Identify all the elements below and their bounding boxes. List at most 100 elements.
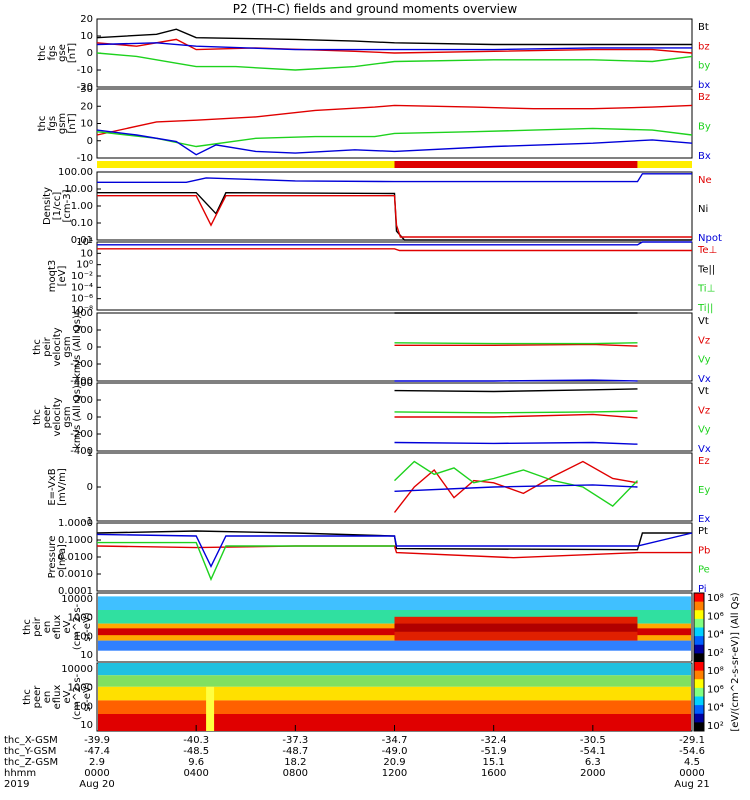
fgs_gsm-ytick: 20: [80, 101, 93, 112]
ephemeris-value: -34.7: [382, 735, 408, 746]
density-ytick: 1.00: [71, 201, 93, 212]
ephemeris-value: -39.9: [84, 735, 110, 746]
moqt3-ytick: 10⁰: [76, 260, 93, 271]
moqt3-legend-1: Te||: [697, 264, 715, 275]
fgs_gsm-ylabel: [nT]: [67, 113, 78, 133]
fgs_gse-ytick: 0: [87, 48, 93, 59]
moqt3-legend-0: Te⊥: [697, 245, 717, 256]
e_vxb-series-ey: [395, 462, 638, 507]
peir_eflux-ytick: 10000: [61, 594, 93, 605]
colorbar-swatch: [694, 714, 704, 723]
fgs_gse-ytick: 20: [80, 14, 93, 25]
pressure-series-pb: [97, 546, 692, 558]
ephemeris-value: 1600: [481, 768, 506, 779]
peer_vel-ytick: 0: [87, 412, 93, 423]
peer_vel-series-vy: [395, 411, 638, 413]
ephemeris-value: 15.1: [483, 757, 505, 768]
colorbar-swatch: [694, 653, 704, 662]
ephemeris-value: -51.9: [481, 746, 507, 757]
e_vxb-frame: [97, 453, 692, 521]
fgs_gse-series-bz: [97, 39, 692, 53]
ephemeris-value: 2.9: [89, 757, 105, 768]
colorbar-swatch: [694, 662, 704, 671]
moqt3-series-te: [97, 249, 692, 251]
e_vxb-legend-1: Ey: [698, 485, 710, 496]
peer_eflux-ylabel: sr-eV): [82, 682, 93, 711]
density-ytick: 100.00: [58, 167, 93, 178]
moqt3-ytick: 10⁻⁴: [71, 282, 93, 293]
colorbar-swatch: [694, 645, 704, 654]
colorbar-tick: 10⁴: [707, 703, 724, 714]
ephemeris-value: 0400: [183, 768, 208, 779]
ephemeris-value: -54.6: [679, 746, 705, 757]
ephemeris-value: 20.9: [383, 757, 405, 768]
peir_vel-legend-3: Vx: [698, 374, 711, 385]
fgs_gse-legend-2: by: [698, 61, 710, 72]
colorbar-tick: 10²: [707, 648, 724, 659]
peer_vel-ylabel: km/s (All Qs): [72, 385, 83, 449]
density-legend-1: Ni: [698, 204, 708, 215]
moqt3-ytick: 10⁴: [76, 237, 93, 248]
ephemeris-value: 4.5: [684, 757, 700, 768]
ephemeris-value: -37.3: [282, 735, 308, 746]
fgs_gsm-legend-0: Bz: [698, 92, 710, 103]
colorbar-tick: 10⁸: [707, 593, 724, 604]
colorbar-tick: 10⁴: [707, 630, 724, 641]
ephemeris-row-label: thc_Z-GSM: [4, 757, 58, 768]
peir_vel-ytick: 0: [87, 342, 93, 353]
fgs_gsm-legend-2: Bx: [698, 151, 711, 162]
colorbar-tick: 10⁶: [707, 611, 724, 622]
fgs_gsm-legend-1: By: [698, 122, 711, 133]
peir_eflux-ylabel: sr-eV): [82, 612, 93, 641]
ephemeris-row-label: hhmm: [4, 768, 36, 779]
ephemeris-value: -30.5: [580, 735, 606, 746]
peer_vel-series-vx: [395, 443, 638, 445]
ephemeris-value: 0000: [679, 768, 704, 779]
peer_eflux-ytick: 10: [80, 720, 93, 731]
ephemeris-value: Aug 20: [79, 779, 114, 790]
peir_vel-legend-0: Vt: [698, 316, 709, 327]
spectrogram-band: [98, 663, 691, 675]
spectrogram-band: [98, 687, 691, 701]
colorbar-swatch: [694, 602, 704, 611]
colorbar-swatch: [694, 628, 704, 637]
colorbar-tick: 10²: [707, 721, 724, 732]
peir_vel-legend-1: Vz: [698, 335, 710, 346]
ephemeris-value: -29.1: [679, 735, 705, 746]
fgs_gsm-ytick: 10: [80, 119, 93, 130]
colorbar-tick: 10⁶: [707, 684, 724, 695]
fgs_gsm-series-bz: [97, 105, 692, 135]
pressure-legend-0: Pt: [698, 526, 708, 537]
pressure-legend-2: Pe: [698, 565, 710, 576]
fgs_gsm-ytick: 0: [87, 136, 93, 147]
spectrogram-band: [98, 651, 691, 661]
peir_vel-series-vx: [395, 380, 638, 381]
moqt3-ylabel: [eV]: [57, 266, 68, 287]
peir_vel-legend-2: Vy: [698, 355, 711, 366]
pressure-frame: [97, 523, 692, 591]
peir_eflux-ytick: 10: [80, 650, 93, 661]
colorbar-swatch: [694, 697, 704, 706]
ephemeris-value: -32.4: [481, 735, 507, 746]
density-legend-0: Ne: [698, 175, 712, 186]
region-bar-segment: [637, 161, 692, 168]
fgs_gsm-ytick: 30: [80, 84, 93, 95]
spectrogram-band: [206, 687, 214, 731]
ephemeris-row-label: thc_Y-GSM: [4, 746, 56, 757]
colorbar-swatch: [694, 619, 704, 628]
pressure-legend-1: Pb: [698, 545, 710, 556]
fgs_gse-series-by: [97, 53, 692, 70]
colorbar-swatch: [694, 679, 704, 688]
ephemeris-value: -49.0: [382, 746, 408, 757]
pressure-ylabel: [nPa]: [57, 544, 68, 570]
ephemeris-value: 9.6: [188, 757, 204, 768]
density-series-ne: [97, 196, 692, 237]
region-bar-segment: [395, 161, 638, 168]
colorbar-tick: 10⁸: [707, 666, 724, 677]
peer_vel-legend-2: Vy: [698, 425, 711, 436]
ephemeris-value: -48.7: [282, 746, 308, 757]
peer_vel-series-vz: [395, 414, 638, 418]
colorbar-swatch: [694, 705, 704, 714]
peir_vel-series-vz: [395, 344, 638, 346]
